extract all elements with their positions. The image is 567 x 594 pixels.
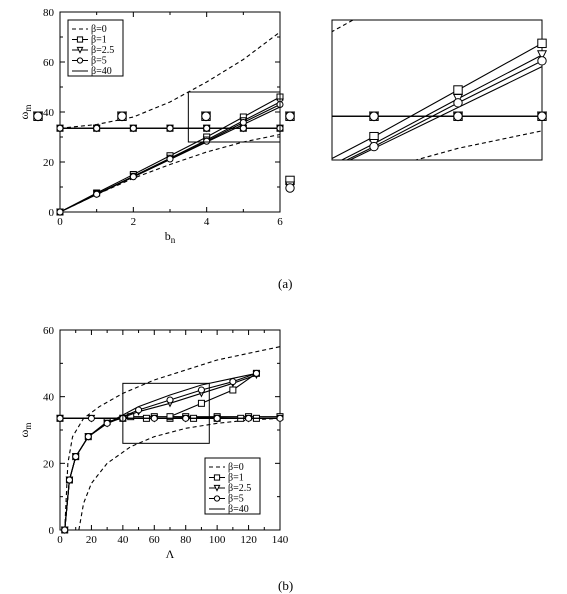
- page: { "figure": { "width": 567, "height": 59…: [0, 0, 567, 590]
- inset-b: [0, 0, 560, 560]
- caption-b: (b): [278, 578, 293, 594]
